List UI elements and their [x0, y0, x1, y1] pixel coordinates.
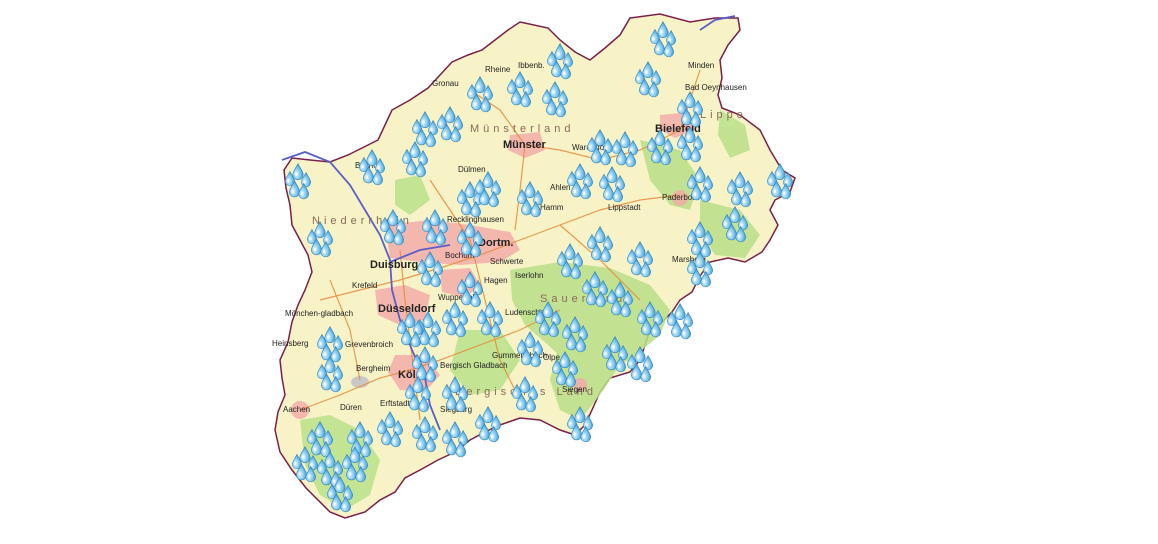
city-label: Rheine — [485, 65, 511, 74]
city-label: Bergheim — [356, 364, 391, 373]
city-label: Ahlen — [550, 183, 570, 192]
city-label: Dortm. — [478, 237, 513, 249]
city-label: Lippstadt — [608, 203, 641, 212]
city-label: Mönchen-gladbach — [285, 309, 353, 318]
city-label: Düsseldorf — [378, 303, 436, 315]
city-label: Paderborn — [662, 193, 699, 202]
region-label: Lippe — [700, 109, 747, 121]
minor-city-labels: Gronau Rheine Ibbenb. Minden Bad Oeynhau… — [272, 61, 747, 414]
city-label: Ludenscheid — [505, 308, 550, 317]
city-label: Bochum — [445, 251, 475, 260]
city-label: Düren — [340, 403, 362, 412]
city-label: Krefeld — [352, 281, 377, 290]
city-label: Duisburg — [370, 259, 418, 271]
city-label: Recklinghausen — [447, 215, 504, 224]
city-label: Wuppertal — [438, 293, 475, 302]
city-label: Hagen — [484, 276, 508, 285]
city-label: Schwerte — [490, 257, 524, 266]
city-label: Iserlohn — [515, 271, 543, 280]
city-label: Heinsberg — [272, 339, 308, 348]
city-label: Gummers-bach — [492, 351, 547, 360]
city-label: Siegen — [562, 385, 587, 394]
city-label: Köln — [398, 369, 423, 381]
city-label: Grevenbroich — [345, 340, 393, 349]
city-label: Bocholt — [355, 161, 382, 170]
city-label: Aachen — [283, 405, 310, 414]
region-label: Münsterland — [470, 123, 575, 135]
city-label: Marsberg — [672, 255, 706, 264]
city-label: Olpe — [543, 353, 560, 362]
city-label: Gronau — [432, 79, 459, 88]
city-label: Erftstadt — [380, 399, 411, 408]
city-label: Hamm — [540, 203, 564, 212]
city-label: Dülmen — [458, 165, 486, 174]
city-label: Münster — [503, 139, 547, 151]
city-label: Minden — [688, 61, 714, 70]
city-label: Bad Oeynhausen — [685, 83, 747, 92]
city-label: Siegburg — [440, 405, 472, 414]
major-city-labels: Münster Dortm. Duisburg Düsseldorf Biele… — [370, 123, 701, 381]
city-label: Bergisch Gladbach — [440, 361, 508, 370]
city-label: Ibbenb. — [518, 61, 545, 70]
